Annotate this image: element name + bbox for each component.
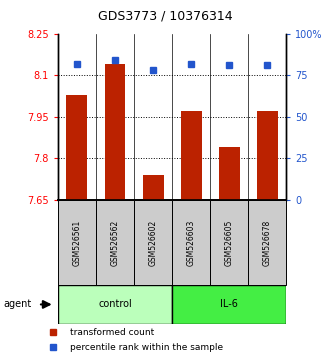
Bar — [67, 95, 87, 200]
Text: GSM526602: GSM526602 — [149, 219, 158, 266]
Bar — [58, 200, 96, 285]
Bar — [210, 200, 248, 285]
Bar — [181, 111, 202, 200]
Bar — [105, 64, 125, 200]
Text: agent: agent — [3, 299, 31, 309]
Text: GSM526562: GSM526562 — [111, 219, 119, 266]
Text: GSM526678: GSM526678 — [263, 219, 272, 266]
Text: transformed count: transformed count — [70, 328, 155, 337]
Bar — [257, 111, 278, 200]
Text: percentile rank within the sample: percentile rank within the sample — [70, 343, 223, 352]
Text: GSM526605: GSM526605 — [225, 219, 234, 266]
Bar — [172, 200, 210, 285]
Bar — [219, 147, 240, 200]
Bar — [143, 175, 164, 200]
Text: control: control — [98, 299, 132, 309]
Bar — [134, 200, 172, 285]
Text: IL-6: IL-6 — [220, 299, 238, 309]
Text: GDS3773 / 10376314: GDS3773 / 10376314 — [98, 10, 233, 22]
Bar — [172, 285, 286, 324]
Bar — [58, 285, 172, 324]
Text: GSM526561: GSM526561 — [72, 219, 81, 266]
Bar — [96, 200, 134, 285]
Bar — [248, 200, 286, 285]
Text: GSM526603: GSM526603 — [187, 219, 196, 266]
